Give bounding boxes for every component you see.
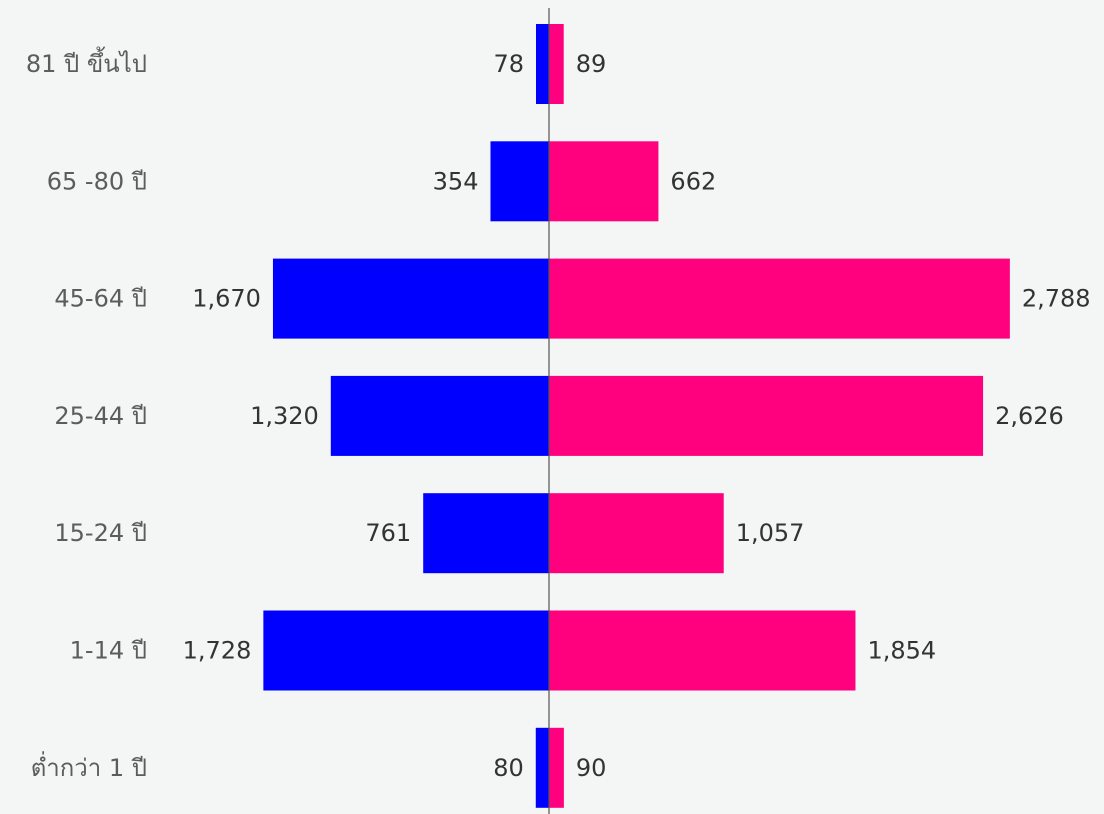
- left-value-label: 78: [493, 50, 524, 78]
- category-label: 1-14 ปี: [70, 637, 147, 665]
- left-value-label: 1,670: [192, 285, 261, 313]
- left-value-label: 1,320: [250, 402, 319, 430]
- right-bar: [549, 375, 984, 456]
- left-bar: [263, 610, 549, 691]
- right-bar: [549, 493, 724, 574]
- right-value-label: 90: [576, 754, 607, 782]
- left-value-label: 354: [433, 167, 479, 195]
- left-bar: [423, 493, 549, 574]
- category-label: 65 -80 ปี: [47, 167, 147, 195]
- left-value-label: 761: [365, 519, 411, 547]
- category-label: ต่ำกว่า 1 ปี: [31, 751, 147, 782]
- category-label: 15-24 ปี: [54, 519, 147, 547]
- category-label: 81 ปี ขึ้นไป: [26, 46, 147, 78]
- right-value-label: 89: [576, 50, 607, 78]
- bars-layer: [263, 24, 1010, 808]
- category-label: 45-64 ปี: [54, 285, 147, 313]
- right-bar: [549, 24, 564, 104]
- left-bar: [330, 375, 549, 456]
- right-bar: [549, 258, 1010, 339]
- left-bar: [535, 727, 549, 808]
- left-bar: [490, 141, 549, 222]
- right-bar: [549, 141, 659, 222]
- left-bar: [536, 24, 549, 104]
- labels-layer: 81 ปี ขึ้นไป 78 89 65 -80 ปี 354 662 45-64 ปี 1…: [26, 46, 1091, 782]
- left-value-label: 80: [493, 754, 524, 782]
- right-value-label: 1,057: [736, 519, 805, 547]
- right-value-label: 662: [670, 167, 716, 195]
- right-bar: [549, 610, 856, 691]
- right-value-label: 2,788: [1022, 285, 1091, 313]
- right-bar: [549, 727, 564, 808]
- left-value-label: 1,728: [183, 637, 252, 665]
- right-value-label: 2,626: [995, 402, 1064, 430]
- left-bar: [272, 258, 549, 339]
- category-label: 25-44 ปี: [54, 402, 147, 430]
- right-value-label: 1,854: [867, 637, 936, 665]
